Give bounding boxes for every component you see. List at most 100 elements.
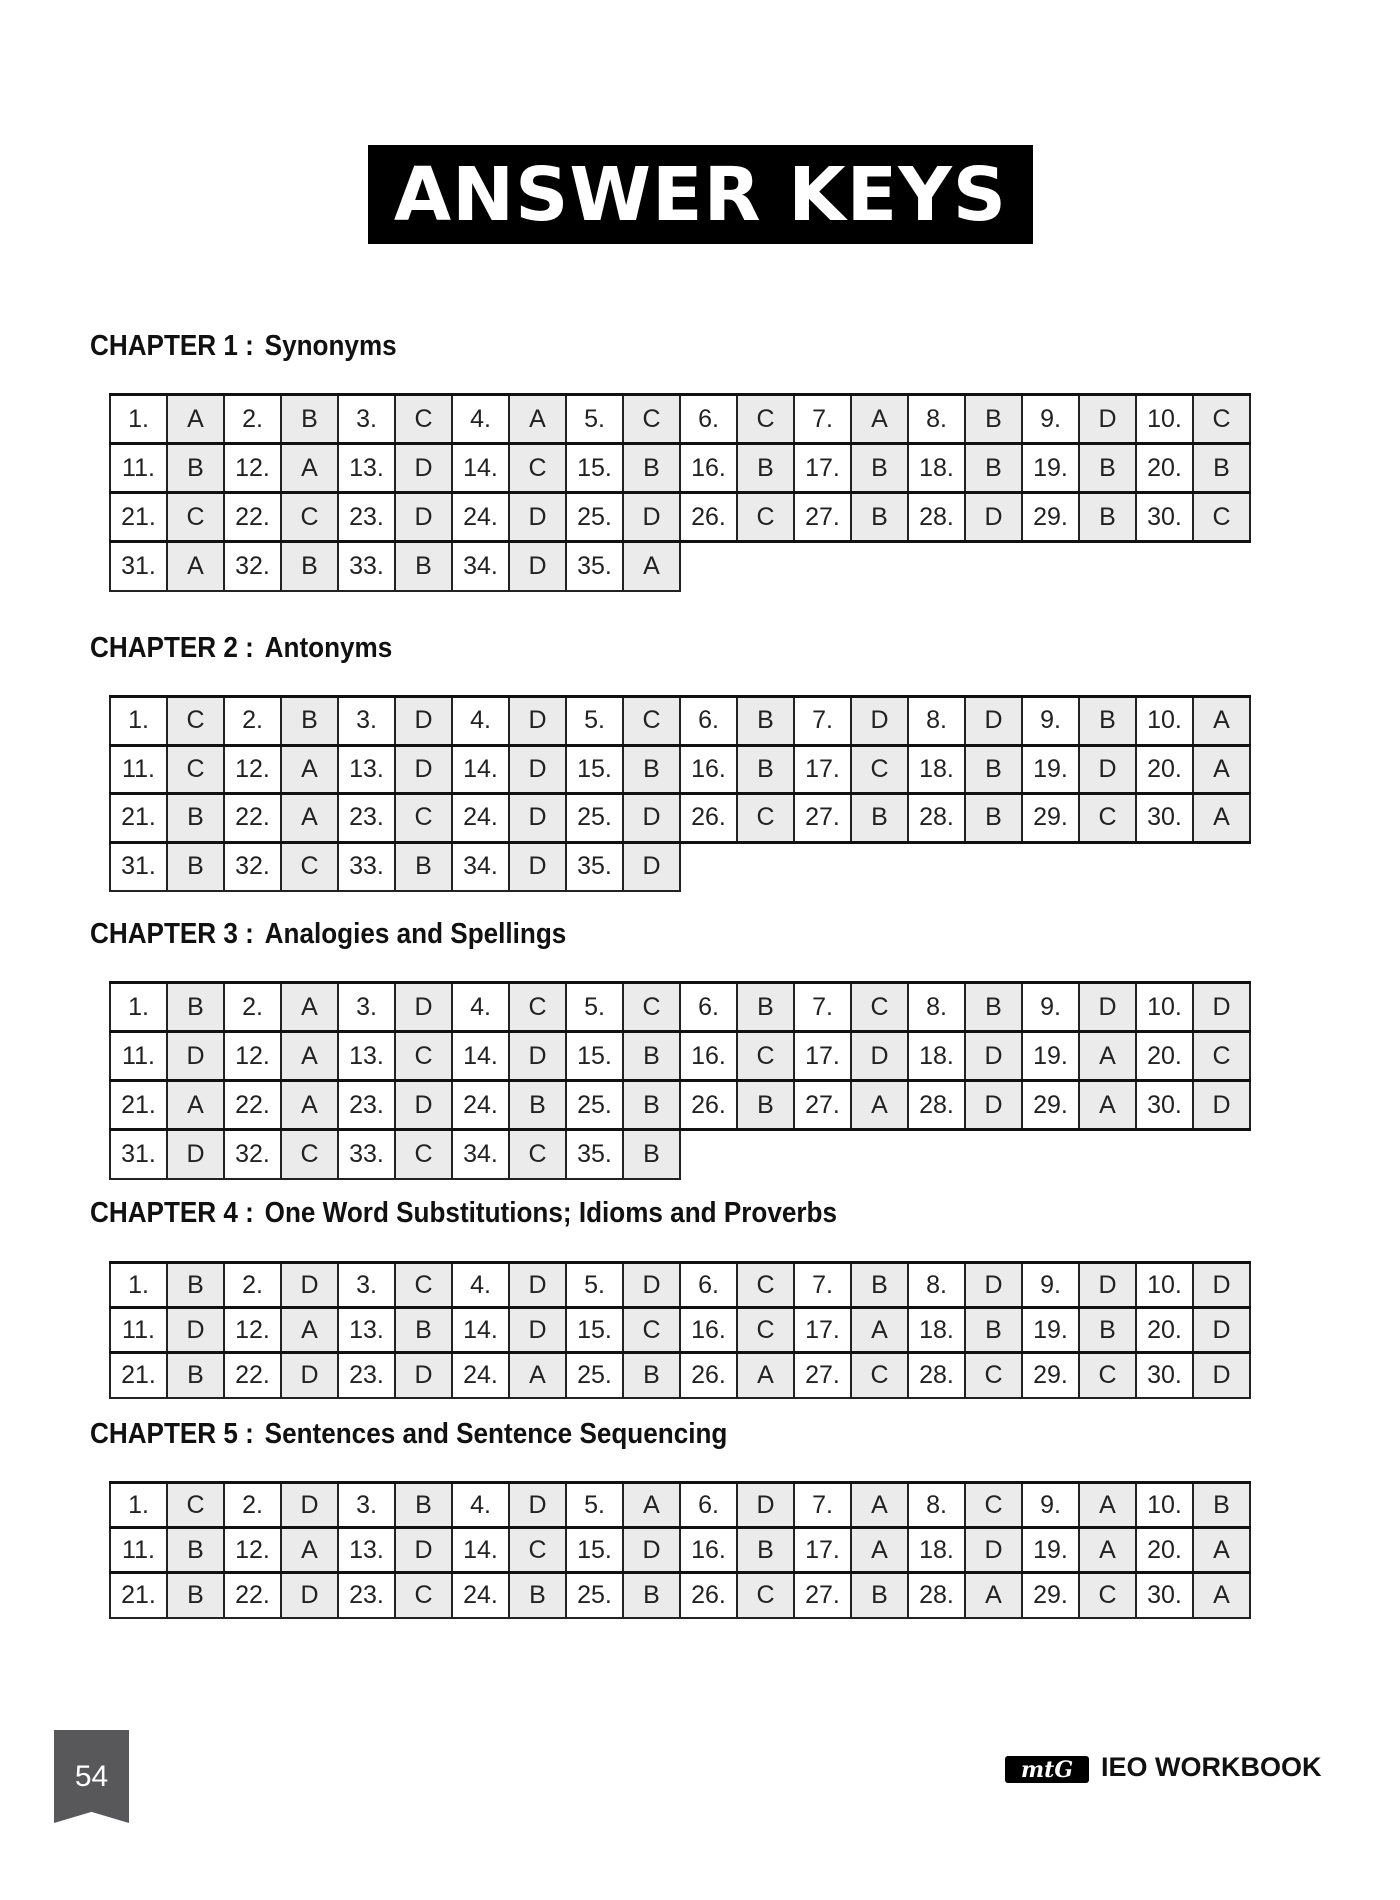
question-number: 25.: [565, 1351, 624, 1399]
answer-cell: C: [1078, 792, 1137, 843]
question-number: 12.: [223, 442, 282, 494]
question-number: 11.: [109, 744, 168, 795]
answer-cell: D: [622, 491, 681, 543]
answer-cell: B: [736, 1526, 795, 1574]
question-number: 7.: [793, 1481, 852, 1529]
answer-cell: B: [280, 695, 339, 746]
answer-cell: D: [166, 1306, 225, 1354]
question-number: 13.: [337, 442, 396, 494]
answer-cell: B: [964, 1306, 1023, 1354]
answer-cell: C: [736, 1030, 795, 1082]
table-row: 1. B 2. A 3. D 4. C 5. C 6. B 7. C 8. B 9. D 10. D: [109, 981, 1251, 1033]
answer-table: 1. C 2. B 3. D 4. D 5. C 6. B 7. D 8. D 9. B 10. A 11. C 12. A 1…: [109, 695, 1251, 892]
answer-cell: A: [508, 1351, 567, 1399]
question-number: 21.: [109, 1571, 168, 1619]
question-number: 10.: [1135, 981, 1194, 1033]
answer-cell: D: [394, 1079, 453, 1131]
question-number: 30.: [1135, 1571, 1194, 1619]
question-number: 26.: [679, 792, 738, 843]
answer-cell: C: [166, 491, 225, 543]
question-number: 1.: [109, 393, 168, 445]
answer-cell: B: [964, 744, 1023, 795]
question-number: 4.: [451, 393, 510, 445]
answer-cell: D: [508, 540, 567, 592]
question-number: 19.: [1021, 1306, 1080, 1354]
answer-table: 1. C 2. D 3. B 4. D 5. A 6. D 7. A 8. C 9. A 10. B 11. B 12. A 1…: [109, 1481, 1251, 1619]
answer-cell: B: [622, 442, 681, 494]
answer-cell: B: [850, 442, 909, 494]
question-number: 18.: [907, 744, 966, 795]
question-number: 7.: [793, 981, 852, 1033]
question-number: 13.: [337, 744, 396, 795]
page-title: ANSWER KEYS: [393, 151, 1008, 238]
question-number: 23.: [337, 792, 396, 843]
answer-cell: D: [394, 491, 453, 543]
question-number: 27.: [793, 1079, 852, 1131]
question-number: 21.: [109, 491, 168, 543]
answer-cell: A: [964, 1571, 1023, 1619]
answer-cell: C: [622, 695, 681, 746]
question-number: 5.: [565, 981, 624, 1033]
question-number: 27.: [793, 491, 852, 543]
answer-cell: D: [1192, 1261, 1251, 1309]
answer-cell: C: [736, 1261, 795, 1309]
chapter-heading: CHAPTER 2 : Antonyms: [90, 632, 392, 665]
answer-cell: C: [1192, 491, 1251, 543]
answer-cell: B: [394, 1481, 453, 1529]
question-number: 30.: [1135, 1079, 1194, 1131]
answer-cell: A: [280, 744, 339, 795]
question-number: 21.: [109, 1079, 168, 1131]
answer-cell: A: [166, 1079, 225, 1131]
question-number: 22.: [223, 792, 282, 843]
answer-cell: C: [736, 792, 795, 843]
question-number: 29.: [1021, 1571, 1080, 1619]
answer-cell: B: [736, 981, 795, 1033]
question-number: 23.: [337, 1571, 396, 1619]
answer-cell: D: [280, 1481, 339, 1529]
question-number: 15.: [565, 442, 624, 494]
answer-cell: D: [622, 792, 681, 843]
answer-cell: B: [850, 1571, 909, 1619]
answer-cell: A: [280, 1030, 339, 1082]
answer-cell: D: [508, 1030, 567, 1082]
question-number: 24.: [451, 1079, 510, 1131]
answer-cell: B: [850, 792, 909, 843]
table-row: 11. C 12. A 13. D 14. D 15. B 16. B 17. C 18. B 19. D 20. A: [109, 744, 1251, 795]
question-number: 22.: [223, 1571, 282, 1619]
question-number: 12.: [223, 744, 282, 795]
table-row: 31. A 32. B 33. B 34. D 35. A: [109, 540, 1250, 592]
answer-table: 1. A 2. B 3. C 4. A 5. C 6. C 7. A 8. B 9. D 10. C 11. B 12. A 1…: [109, 393, 1251, 592]
table-row: 31. D 32. C 33. C 34. C 35. B: [109, 1128, 1250, 1180]
question-number: 19.: [1021, 1526, 1080, 1574]
answer-cell: B: [1078, 695, 1137, 746]
question-number: 32.: [223, 1128, 282, 1180]
answer-cell: C: [508, 442, 567, 494]
question-number: 14.: [451, 744, 510, 795]
answer-cell: D: [850, 1030, 909, 1082]
answer-cell: C: [964, 1481, 1023, 1529]
answer-cell: D: [394, 1526, 453, 1574]
table-row: 21. A 22. A 23. D 24. B 25. B 26. B 27. A 28. D 29. A 30. D: [109, 1079, 1251, 1131]
answer-cell: D: [508, 1261, 567, 1309]
question-number: 15.: [565, 1030, 624, 1082]
answer-cell: B: [1192, 1481, 1251, 1529]
question-number: 7.: [793, 393, 852, 445]
question-number: 23.: [337, 1351, 396, 1399]
answer-cell: D: [280, 1261, 339, 1309]
chapter-name: One Word Substitutions; Idioms and Prove…: [264, 1197, 837, 1229]
answer-cell: B: [622, 1571, 681, 1619]
question-number: 24.: [451, 491, 510, 543]
question-number: 8.: [907, 981, 966, 1033]
answer-cell: C: [394, 1128, 453, 1180]
answer-cell: B: [1078, 442, 1137, 494]
question-number: 20.: [1135, 1526, 1194, 1574]
question-number: 8.: [907, 1261, 966, 1309]
question-number: 21.: [109, 792, 168, 843]
question-number: 23.: [337, 1079, 396, 1131]
answer-cell: C: [1078, 1571, 1137, 1619]
answer-cell: B: [166, 841, 225, 892]
question-number: 4.: [451, 1481, 510, 1529]
question-number: 34.: [451, 841, 510, 892]
table-row: 1. B 2. D 3. C 4. D 5. D 6. C 7. B 8. D 9. D 10. D: [109, 1261, 1251, 1309]
answer-cell: C: [622, 393, 681, 445]
